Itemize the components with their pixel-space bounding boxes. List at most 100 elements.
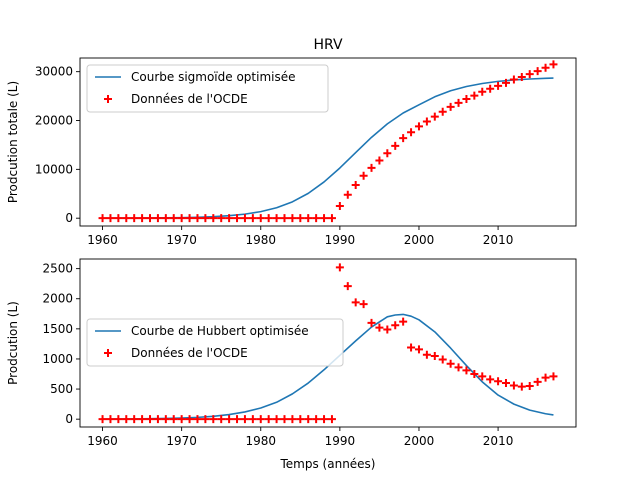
data-point — [501, 379, 510, 388]
data-point — [335, 263, 344, 272]
x-tick-label: 2010 — [483, 233, 514, 247]
y-tick-label: 0 — [65, 412, 73, 426]
data-point — [383, 149, 392, 158]
data-point — [501, 78, 510, 87]
chart-title: HRV — [313, 37, 342, 53]
y-tick-label: 500 — [50, 382, 73, 396]
data-point — [430, 351, 439, 360]
data-point — [272, 415, 281, 424]
x-tick-label: 2000 — [404, 233, 435, 247]
data-point — [486, 84, 495, 93]
data-point — [240, 214, 249, 223]
series-oecd-data — [98, 263, 558, 424]
data-point — [114, 214, 123, 223]
data-point — [153, 415, 162, 424]
data-point — [446, 359, 455, 368]
x-tick-label: 1980 — [245, 434, 276, 448]
legend-entry-label: Données de l'OCDE — [131, 346, 248, 360]
data-point — [177, 214, 186, 223]
data-point — [399, 317, 408, 326]
data-point — [130, 214, 139, 223]
x-tick-label: 1970 — [166, 434, 197, 448]
data-point — [106, 214, 115, 223]
data-point — [494, 377, 503, 386]
data-point — [288, 214, 297, 223]
legend-marker-swatch — [104, 95, 112, 103]
data-point — [201, 214, 210, 223]
data-point — [438, 107, 447, 116]
y-tick-label: 10000 — [35, 162, 73, 176]
y-tick-label: 2500 — [42, 262, 73, 276]
data-point — [169, 415, 178, 424]
y-tick-label: 2000 — [42, 292, 73, 306]
data-point — [280, 214, 289, 223]
data-point — [98, 214, 107, 223]
legend-box — [86, 64, 329, 113]
legend-box — [86, 318, 344, 367]
data-point — [312, 415, 321, 424]
data-point — [122, 214, 131, 223]
data-point — [446, 102, 455, 111]
legend-entry-label: Courbe sigmoïde optimisée — [131, 70, 296, 84]
data-point — [533, 67, 542, 76]
data-point — [549, 60, 558, 69]
data-point — [351, 180, 360, 189]
data-point — [541, 373, 550, 382]
data-point — [399, 134, 408, 143]
data-point — [407, 343, 416, 352]
data-point — [264, 214, 273, 223]
data-point — [335, 201, 344, 210]
data-point — [217, 415, 226, 424]
data-point — [146, 415, 155, 424]
data-point — [296, 214, 305, 223]
data-point — [509, 75, 518, 84]
x-axis-label: Temps (années) — [280, 457, 376, 471]
axes-frame — [79, 57, 577, 227]
data-point — [462, 95, 471, 104]
x-tick-label: 2000 — [404, 434, 435, 448]
data-point — [98, 415, 107, 424]
data-point — [233, 415, 242, 424]
data-point — [288, 415, 297, 424]
data-point — [114, 415, 123, 424]
data-point — [438, 355, 447, 364]
x-tick-label: 1960 — [87, 233, 118, 247]
data-point — [138, 214, 147, 223]
data-point — [185, 415, 194, 424]
x-tick-label: 1960 — [87, 434, 118, 448]
data-point — [177, 415, 186, 424]
data-point — [359, 300, 368, 309]
data-point — [383, 325, 392, 334]
x-tick-label: 1980 — [245, 233, 276, 247]
data-point — [233, 214, 242, 223]
data-point — [225, 415, 234, 424]
data-point — [264, 415, 273, 424]
data-point — [146, 214, 155, 223]
data-point — [533, 377, 542, 386]
data-point — [509, 381, 518, 390]
data-point — [169, 214, 178, 223]
data-point — [209, 214, 218, 223]
data-point — [225, 214, 234, 223]
bottom-panel: 1960 1970 1980 1990 2000 2010 0 500 1000 1500 2000… — [6, 258, 577, 471]
y-tick-label: 1500 — [42, 322, 73, 336]
legend-marker-swatch — [104, 349, 112, 357]
data-point — [343, 282, 352, 291]
data-point — [375, 323, 384, 332]
data-point — [525, 70, 534, 79]
data-point — [256, 214, 265, 223]
y-tick-label: 30000 — [35, 65, 73, 79]
data-point — [375, 156, 384, 165]
data-point — [414, 345, 423, 354]
series-fit-curve — [102, 313, 554, 420]
legend: Courbe de Hubbert optimisée Données de l'… — [86, 318, 344, 367]
data-point — [138, 415, 147, 424]
data-point — [430, 112, 439, 121]
series-oecd-data — [98, 60, 558, 223]
data-point — [256, 415, 265, 424]
data-point — [161, 415, 170, 424]
data-point — [525, 382, 534, 391]
data-point — [517, 73, 526, 82]
data-point — [153, 214, 162, 223]
